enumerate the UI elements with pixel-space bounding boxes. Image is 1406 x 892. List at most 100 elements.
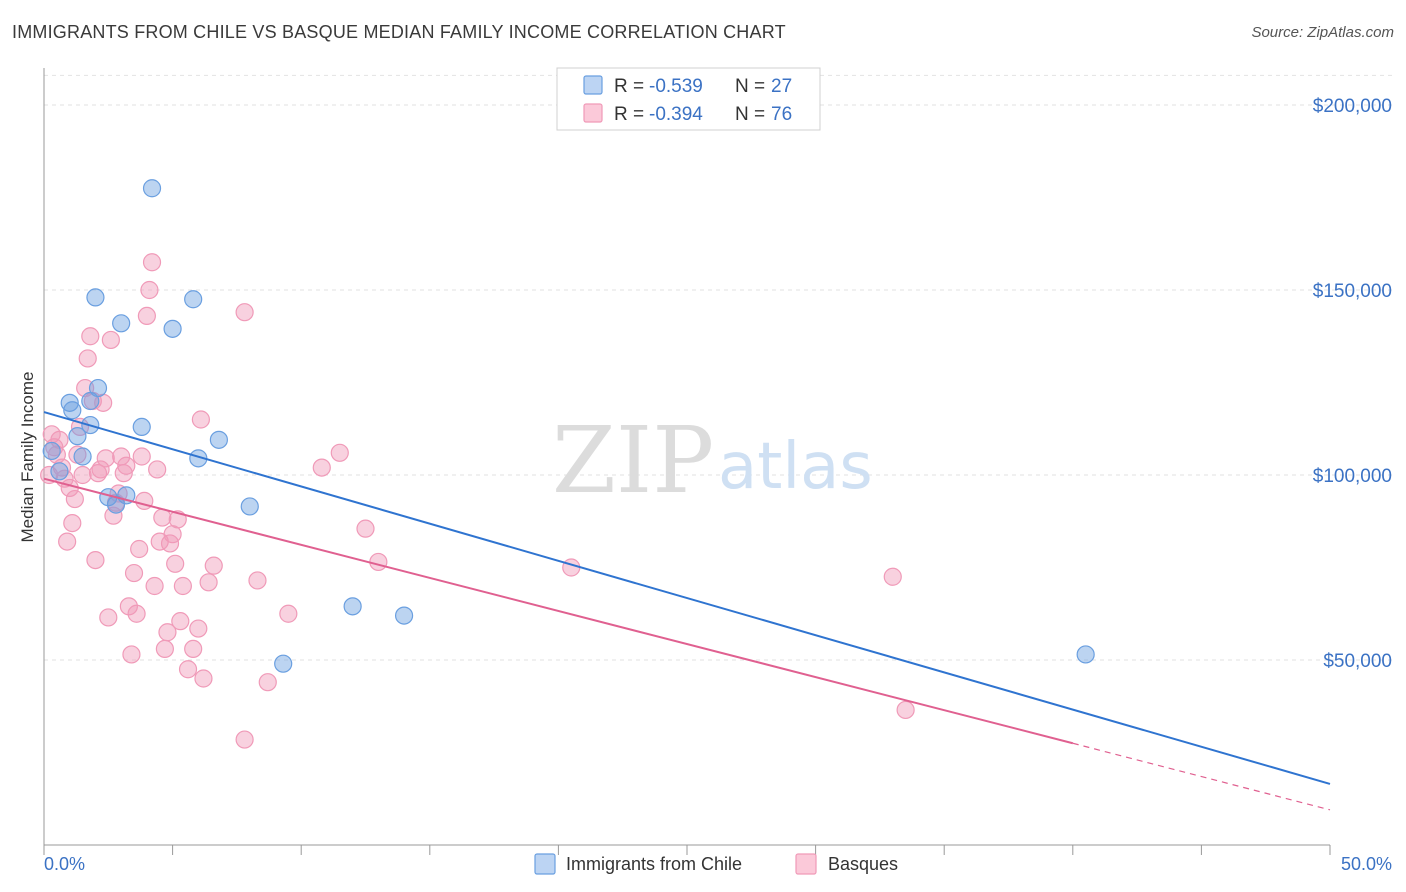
trend-line-basque-extension — [1072, 742, 1331, 811]
chile-point — [50, 462, 69, 481]
chile-point — [209, 430, 228, 449]
basque-point — [155, 639, 174, 659]
basque-point — [91, 460, 110, 479]
chile-point — [1076, 645, 1095, 664]
chile-point — [343, 597, 362, 616]
x-tick-label-min: 0.0% — [44, 854, 85, 874]
basque-point — [63, 513, 82, 533]
basque-point — [101, 330, 120, 350]
basque-point — [171, 612, 190, 631]
basque-point — [142, 253, 162, 272]
watermark: ZIP atlas — [552, 407, 873, 514]
legend-swatch-basque — [583, 103, 603, 123]
trend-line-chile — [43, 411, 1331, 785]
basque-point — [145, 576, 164, 596]
watermark-atlas: atlas — [718, 430, 873, 504]
y-tick-label: $50,000 — [1323, 651, 1392, 672]
basque-point — [86, 550, 105, 570]
legend-chile-n-value: 27 — [771, 76, 792, 97]
y-axis-title: Median Family Income — [18, 371, 37, 542]
chile-point — [132, 417, 151, 436]
legend-top: R = -0.539 N = 27 R = -0.394 N = 76 — [556, 67, 821, 131]
chile-point — [88, 378, 108, 398]
y-tick-label: $150,000 — [1313, 281, 1392, 302]
basque-point — [148, 460, 167, 479]
basque-point — [204, 556, 223, 575]
basque-point — [356, 519, 375, 538]
gridlines — [44, 74, 1392, 661]
chile-point — [106, 495, 126, 514]
basque-point — [130, 539, 149, 559]
legend-swatch-chile — [583, 75, 603, 95]
legend-bottom-label-basque: Basques — [828, 854, 898, 874]
y-tick-labels: $50,000 $100,000 $150,000 $200,000 — [1313, 96, 1392, 672]
basque-point — [279, 604, 298, 623]
basque-points — [40, 253, 915, 749]
chile-point — [42, 441, 61, 461]
trend-lines — [43, 411, 1331, 811]
trend-line-basque — [43, 477, 1074, 745]
basque-point — [119, 597, 138, 616]
basque-point — [562, 558, 581, 577]
basque-point — [96, 449, 115, 468]
chile-point — [60, 393, 79, 412]
y-tick-label: $200,000 — [1313, 96, 1392, 117]
legend-chile-r-value: -0.539 — [649, 76, 703, 97]
chart-title: IMMIGRANTS FROM CHILE VS BASQUE MEDIAN F… — [12, 22, 786, 42]
legend-basque-n-label: N = — [735, 104, 765, 125]
basque-point — [99, 608, 118, 627]
chile-point — [142, 179, 162, 198]
legend-chile-n-label: N = — [735, 76, 765, 97]
basque-point — [124, 563, 144, 583]
chile-point — [112, 314, 131, 333]
chile-points — [42, 179, 1095, 673]
basque-point — [137, 306, 156, 325]
chile-point — [63, 401, 82, 420]
legend-bottom-swatch-chile — [534, 853, 556, 875]
basque-point — [194, 669, 213, 688]
basque-point — [158, 623, 177, 642]
legend-bottom-swatch-basque — [795, 853, 817, 875]
basque-point — [73, 465, 92, 485]
legend-basque-r-label: R = — [614, 104, 644, 125]
legend-chile-r-label: R = — [614, 76, 644, 97]
basque-point — [78, 349, 97, 368]
basque-point — [312, 458, 331, 477]
chile-point — [274, 654, 293, 673]
legend-basque-r-value: -0.394 — [649, 104, 703, 125]
basque-point — [132, 447, 151, 466]
chile-point — [240, 497, 259, 516]
legend-basque-n-value: 76 — [771, 104, 792, 125]
basque-point — [178, 660, 198, 679]
basque-point — [883, 567, 902, 586]
basque-point — [191, 410, 210, 429]
source-credit: Source: ZipAtlas.com — [1251, 24, 1394, 41]
basque-point — [369, 552, 388, 572]
basque-point — [235, 303, 254, 322]
chile-point — [394, 606, 414, 625]
legend-bottom-label-chile: Immigrants from Chile — [566, 854, 742, 874]
basque-point — [114, 464, 133, 483]
chile-point — [68, 427, 87, 446]
basque-point — [173, 576, 192, 596]
basque-point — [330, 443, 349, 462]
basque-point — [65, 489, 84, 509]
y-tick-label: $100,000 — [1313, 466, 1392, 487]
basque-point — [127, 604, 146, 623]
basque-point — [166, 554, 185, 573]
basque-point — [58, 532, 77, 551]
x-tick-label-max: 50.0% — [1341, 854, 1392, 874]
basque-point — [199, 573, 218, 592]
legend-bottom: Immigrants from Chile Basques — [534, 853, 898, 875]
chile-point — [86, 288, 105, 307]
basque-point — [235, 730, 254, 749]
basque-point — [896, 700, 915, 720]
watermark-zip: ZIP — [552, 407, 714, 514]
chile-point — [73, 447, 92, 466]
basque-point — [81, 327, 100, 346]
chile-point — [163, 319, 182, 338]
basque-point — [184, 639, 203, 659]
x-ticks — [43, 845, 1331, 855]
basque-point — [122, 645, 141, 664]
